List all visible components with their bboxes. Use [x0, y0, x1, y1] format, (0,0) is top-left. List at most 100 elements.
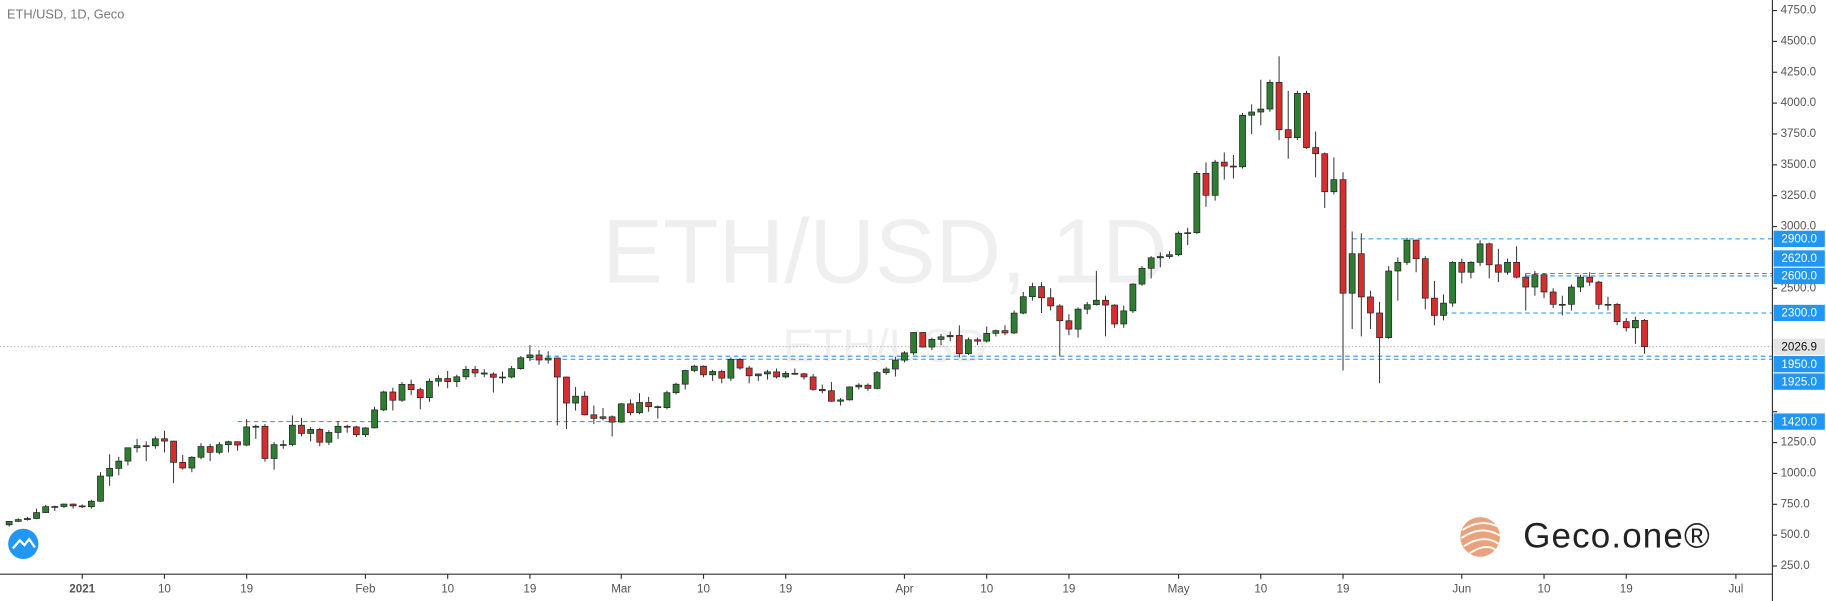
candle-body [407, 383, 415, 390]
candle-body [298, 424, 305, 434]
candle-body [1549, 291, 1557, 305]
candle-body [1184, 232, 1192, 235]
candle-body [1092, 299, 1100, 306]
candle-body [663, 392, 671, 408]
x-tick-label: Jul [1728, 582, 1743, 595]
candle-body [1522, 276, 1530, 288]
candle-body [1156, 256, 1164, 259]
level-label: 1950.0 [1781, 358, 1817, 371]
logo-stripes [1460, 522, 1501, 554]
candle-body [142, 445, 150, 447]
candle-body [828, 390, 835, 402]
candle-body [24, 518, 31, 520]
candle-body [636, 402, 643, 414]
candle-body [946, 335, 954, 338]
candle-body [1458, 262, 1466, 273]
candle-body [590, 414, 598, 419]
x-tick-label: 19 [1337, 582, 1350, 595]
y-tick-label: 4750.0 [1781, 4, 1817, 17]
candle-body [243, 426, 251, 446]
level-label-box [1773, 304, 1825, 322]
chart-title: ETH/USD, 1D, Geco [7, 7, 124, 22]
candle-body [471, 369, 479, 374]
x-tick-label: Feb [355, 582, 375, 595]
y-tick-label: 2500.0 [1781, 281, 1817, 294]
y-tick-label: 750.0 [1781, 497, 1811, 510]
level-label: 1420.0 [1781, 415, 1817, 428]
candle-body [1202, 173, 1210, 196]
y-tick-label: 3000.0 [1781, 220, 1817, 233]
candle-body [709, 371, 716, 376]
candle-body [1376, 312, 1383, 339]
candle-body [974, 339, 981, 342]
candle-body [782, 372, 790, 378]
x-tick-label: 19 [1062, 582, 1075, 595]
candle-body [791, 372, 799, 375]
level-label: 2300.0 [1781, 307, 1817, 320]
candle-body [1129, 283, 1137, 312]
candle-body [197, 446, 205, 458]
candle-body [371, 409, 378, 429]
candle-body [1558, 303, 1566, 306]
candle-body [1449, 262, 1457, 304]
candle-body [1120, 310, 1128, 325]
candle-body [1175, 232, 1182, 256]
candle-body [837, 399, 844, 402]
candle-body [882, 368, 890, 373]
candle-body [234, 441, 241, 446]
candle-body [581, 395, 589, 416]
candle-body [681, 370, 689, 385]
candle-body [937, 336, 945, 340]
x-tick-label: 19 [523, 582, 536, 595]
candle-body [535, 354, 543, 361]
candle-body [1513, 262, 1520, 278]
candle-body [1193, 173, 1201, 234]
candle-body [1330, 179, 1338, 193]
x-tick-label: 10 [158, 582, 171, 595]
level-label-box [1773, 250, 1825, 267]
level-label: 2900.0 [1781, 233, 1817, 246]
candle-body [1102, 299, 1109, 306]
candle-body [1239, 114, 1246, 168]
candle-body [1577, 276, 1584, 288]
candle-body [499, 376, 506, 379]
candle-body [965, 339, 972, 355]
candle-body [124, 447, 132, 462]
candle-body [1321, 153, 1329, 193]
candle-body [1412, 239, 1420, 260]
candle-body [864, 384, 872, 389]
candle-body [14, 519, 22, 522]
last-price-box [1773, 338, 1825, 355]
candle-body [179, 461, 187, 469]
candle-body [764, 371, 771, 375]
candle-body [572, 395, 579, 404]
candle-body [1083, 304, 1091, 310]
x-tick-label: 10 [1538, 582, 1551, 595]
candle-body [700, 365, 707, 376]
candle-body [1476, 243, 1484, 263]
candle-body [1357, 253, 1365, 298]
candle-body [316, 429, 324, 443]
candle-body [745, 367, 753, 377]
x-tick-label: 10 [441, 582, 454, 595]
candle-body [106, 468, 113, 477]
candle-body [5, 520, 13, 526]
candle-body [873, 372, 881, 389]
x-tick-label: 19 [1620, 582, 1633, 595]
candle-body [334, 425, 342, 433]
candle-body [398, 383, 406, 401]
candle-body [645, 402, 653, 408]
candle-body [343, 425, 351, 428]
candle-body [416, 389, 424, 398]
candle-body [435, 378, 442, 382]
candle-body [1613, 303, 1621, 322]
candle-body [1220, 161, 1228, 167]
candle-body [754, 373, 762, 377]
candle-body [901, 352, 908, 361]
candle-body [727, 359, 735, 379]
candle-body [352, 426, 360, 436]
candle-body [1385, 270, 1393, 339]
candle-body [1632, 320, 1639, 329]
